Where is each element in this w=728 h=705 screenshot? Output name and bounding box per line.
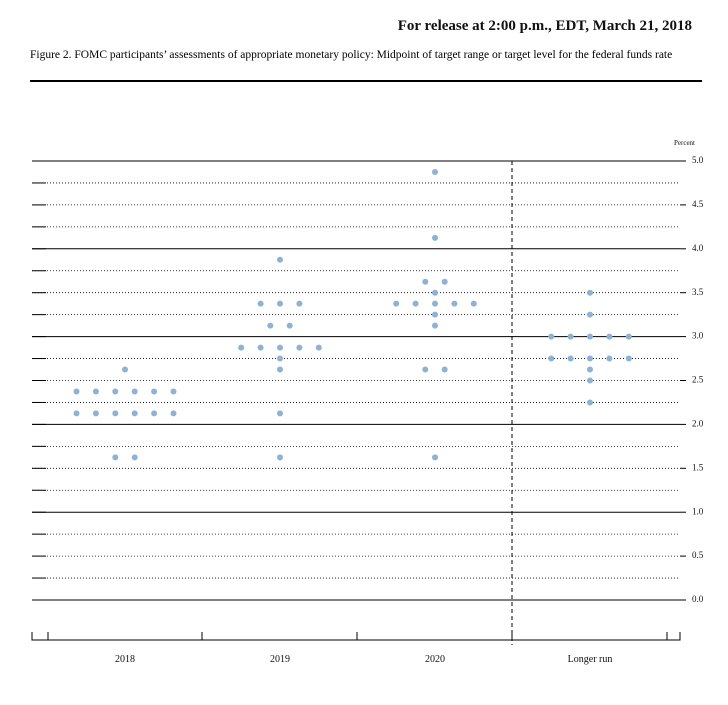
dot <box>131 410 138 417</box>
dot <box>587 377 593 384</box>
y-tick-label: 0.0 <box>692 594 704 604</box>
dot <box>257 300 264 307</box>
dot <box>432 454 438 461</box>
x-tick-label: Longer run <box>568 654 613 665</box>
dot <box>451 300 458 307</box>
dot <box>131 388 138 395</box>
dot <box>277 256 283 263</box>
dot <box>567 355 574 362</box>
dot <box>151 410 158 417</box>
dot <box>587 311 593 318</box>
dot <box>441 278 448 285</box>
dot <box>470 300 477 307</box>
dot <box>92 388 99 395</box>
x-tick-label: 2018 <box>115 654 135 665</box>
dot <box>170 410 177 417</box>
caption-box: Figure 2. FOMC participants’ assessments… <box>30 49 673 61</box>
dot <box>422 366 429 373</box>
y-tick-label: 4.0 <box>692 243 704 253</box>
dot <box>587 366 593 373</box>
dot <box>92 410 99 417</box>
dot <box>73 388 80 395</box>
y-axis-label: Percent <box>674 139 695 147</box>
dot <box>393 300 400 307</box>
dot <box>277 344 283 351</box>
y-tick-label: 3.5 <box>692 287 704 297</box>
dot <box>587 399 593 406</box>
dot <box>238 344 245 351</box>
dot <box>441 366 448 373</box>
dot <box>122 366 128 373</box>
dot <box>296 300 303 307</box>
dot <box>567 333 574 340</box>
y-tick-label: 1.0 <box>692 506 704 516</box>
dot <box>112 388 119 395</box>
y-tick-label: 1.5 <box>692 462 704 472</box>
dot <box>277 454 283 461</box>
dot <box>277 410 283 417</box>
dot <box>277 366 283 373</box>
dot <box>548 333 555 340</box>
dot <box>432 289 438 296</box>
dot <box>432 300 438 307</box>
y-tick-label: 2.5 <box>692 375 704 385</box>
dot <box>625 355 632 362</box>
dot <box>73 410 80 417</box>
y-tick-label: 5.0 <box>692 155 704 165</box>
y-tick-label: 2.0 <box>692 418 704 428</box>
y-tick-label: 0.5 <box>692 550 704 560</box>
dot <box>131 454 138 461</box>
dot <box>112 454 119 461</box>
y-tick-label: 4.5 <box>692 199 704 209</box>
y-tick-label: 3.0 <box>692 331 704 341</box>
dot <box>625 333 632 340</box>
dot <box>606 333 613 340</box>
x-tick-label: 2020 <box>425 654 445 665</box>
dot <box>257 344 264 351</box>
x-tick-label: 2019 <box>270 654 290 665</box>
dot <box>587 355 593 362</box>
dot <box>277 355 283 362</box>
figure-caption: Figure 2. FOMC participants’ assessments… <box>30 49 673 61</box>
dot <box>151 388 158 395</box>
dot <box>432 168 438 175</box>
dot <box>277 300 283 307</box>
dot <box>112 410 119 417</box>
dot <box>432 322 438 329</box>
dot <box>296 344 303 351</box>
release-note: For release at 2:00 p.m., EDT, March 21,… <box>398 18 692 34</box>
dot <box>587 333 593 340</box>
dot <box>412 300 419 307</box>
dot <box>432 234 438 241</box>
x-axis <box>31 632 681 641</box>
dot <box>286 322 293 329</box>
dot <box>315 344 322 351</box>
dot <box>548 355 555 362</box>
dot <box>422 278 429 285</box>
dot <box>170 388 177 395</box>
dot <box>606 355 613 362</box>
dot <box>432 311 438 318</box>
dot <box>267 322 274 329</box>
dot <box>587 289 593 296</box>
